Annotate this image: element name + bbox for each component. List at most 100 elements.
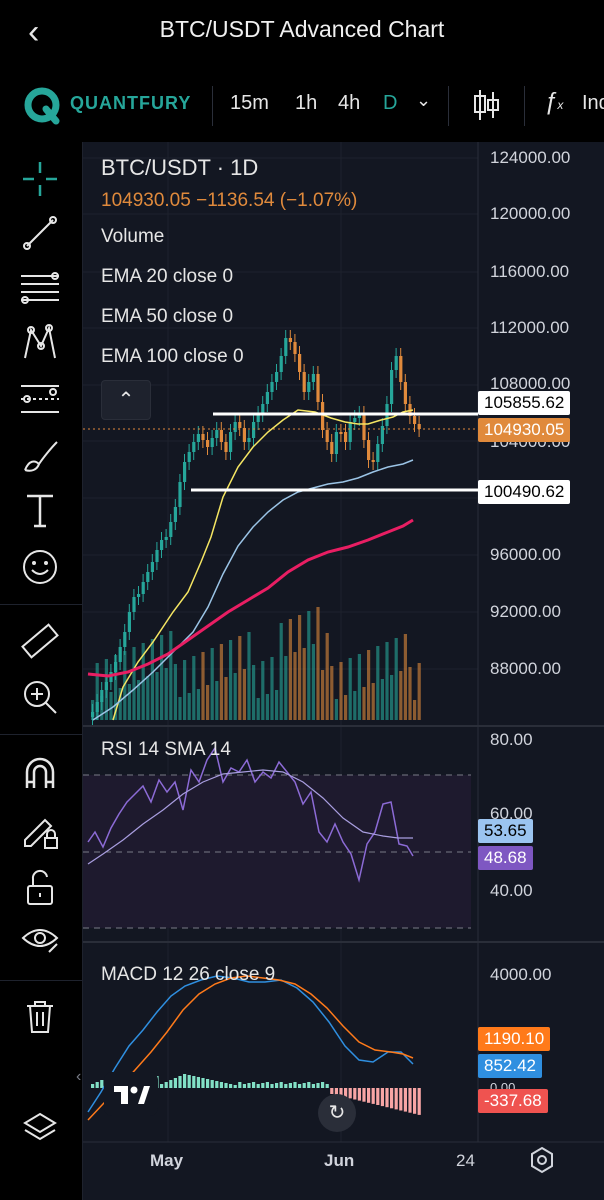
lock-drawing-icon[interactable]	[19, 810, 61, 852]
volume-bar	[344, 695, 348, 720]
trendline-icon[interactable]	[19, 212, 61, 254]
brand-name: QUANTFURY	[70, 93, 192, 113]
candle-body	[118, 647, 122, 662]
reset-chart-icon[interactable]: ↻	[318, 1094, 356, 1132]
unlock-icon[interactable]	[19, 866, 61, 908]
macd-histogram-bar	[238, 1082, 242, 1088]
rsi-axis-label: 80.00	[490, 730, 533, 749]
fib-retracement-icon[interactable]	[19, 266, 61, 308]
candle-body	[261, 404, 265, 414]
text-icon[interactable]	[19, 490, 61, 532]
candle-body	[252, 422, 256, 438]
rsi-sma-line	[87, 769, 413, 865]
macd-histogram-bar	[265, 1082, 269, 1088]
candle-body	[206, 440, 210, 447]
volume-bar	[413, 700, 417, 720]
candle-body	[114, 662, 118, 672]
candle-body	[380, 426, 384, 444]
resistance-price-tag: 105855.62	[478, 391, 571, 415]
macd-histogram-bar	[399, 1088, 403, 1111]
timeframe-1h[interactable]: 1h	[295, 92, 318, 114]
volume-bar	[183, 660, 187, 720]
candle-body	[344, 432, 348, 442]
candle-body	[417, 424, 421, 429]
chart-canvas[interactable]	[83, 142, 604, 1200]
prediction-icon[interactable]	[19, 378, 61, 420]
indicator-volume[interactable]: Volume	[101, 226, 165, 247]
volume-bar	[123, 651, 127, 720]
candle-body	[256, 414, 260, 422]
macd-legend[interactable]: MACD 12 26 close 9	[101, 964, 276, 985]
timeframe-d[interactable]: D	[383, 92, 398, 114]
rsi-value-tag: 48.68	[478, 846, 533, 870]
volume-bar	[109, 692, 113, 720]
rsi-sma-tag: 53.65	[478, 819, 533, 843]
chevron-left-icon[interactable]: ‹	[28, 13, 40, 51]
time-axis-label: 24	[456, 1151, 475, 1170]
candle-body	[279, 356, 283, 372]
volume-bar	[215, 681, 219, 720]
indicator-ema-20[interactable]: EMA 20 close 0	[101, 266, 234, 287]
price-axis-label: 108000.00	[490, 374, 571, 393]
pattern-icon[interactable]	[19, 322, 61, 364]
volume-bar	[353, 691, 357, 720]
candle-body	[311, 374, 315, 382]
macd-histogram-bar	[201, 1078, 205, 1088]
candle-body	[178, 482, 182, 507]
trash-icon[interactable]	[19, 996, 61, 1038]
ruler-icon[interactable]	[19, 620, 61, 662]
candle-body	[192, 442, 196, 452]
macd-histogram-bar	[270, 1084, 274, 1088]
macd-histogram-bar	[334, 1088, 338, 1096]
indicators-button[interactable]: Ind	[582, 92, 604, 114]
macd-histogram-bar	[362, 1088, 366, 1102]
volume-bar	[206, 685, 210, 720]
candle-body	[183, 462, 187, 482]
price-axis-label: 92000.00	[490, 602, 561, 621]
indicator-ema-50[interactable]: EMA 50 close 0	[101, 306, 234, 327]
layers-icon[interactable]	[19, 1108, 61, 1150]
macd-histogram-bar	[229, 1084, 233, 1088]
macd-histogram-bar	[408, 1088, 412, 1113]
crosshair-icon[interactable]	[19, 158, 61, 200]
magnet-icon[interactable]	[19, 754, 61, 796]
volume-bar	[275, 690, 279, 720]
settings-gear-icon[interactable]	[528, 1146, 556, 1174]
candle-body	[390, 370, 394, 404]
macd-histogram-bar	[371, 1088, 375, 1104]
emoji-icon[interactable]	[19, 546, 61, 588]
candle-body	[321, 402, 325, 430]
candle-body	[371, 460, 375, 462]
ema-50-line	[92, 459, 414, 721]
chevron-down-icon[interactable]: ⌄	[416, 90, 432, 110]
sidebar-divider	[0, 734, 82, 735]
candle-body	[298, 354, 302, 372]
candle-body	[348, 422, 352, 442]
volume-bar	[367, 650, 371, 720]
timeframe-4h[interactable]: 4h	[338, 92, 361, 114]
eye-icon[interactable]	[19, 918, 61, 960]
chevron-left-icon[interactable]: ‹	[76, 1068, 82, 1085]
candle-body	[215, 430, 219, 438]
price-change: 104930.05 −1136.54 (−1.07%)	[101, 190, 358, 211]
macd-histogram-bar	[357, 1088, 361, 1101]
candle-body	[187, 452, 191, 462]
rsi-legend[interactable]: RSI 14 SMA 14	[101, 739, 231, 760]
fx-icon[interactable]: ƒx	[544, 88, 564, 115]
volume-bar	[224, 677, 228, 720]
collapse-legend-button[interactable]: ⌃	[101, 380, 151, 420]
volume-bar	[357, 654, 361, 720]
candle-type-icon[interactable]	[472, 88, 500, 122]
candle-body	[334, 432, 338, 454]
timeframe-15m[interactable]: 15m	[230, 92, 269, 114]
brush-icon[interactable]	[19, 436, 61, 478]
candle-body	[339, 432, 343, 434]
candle-body	[219, 430, 223, 442]
indicator-ema-100[interactable]: EMA 100 close 0	[101, 346, 244, 367]
macd-histogram-bar	[279, 1082, 283, 1088]
volume-bar	[178, 697, 182, 720]
tradingview-logo	[104, 1072, 158, 1116]
candle-body	[284, 338, 288, 356]
zoom-in-icon[interactable]	[19, 676, 61, 718]
macd-histogram-bar	[403, 1088, 407, 1112]
